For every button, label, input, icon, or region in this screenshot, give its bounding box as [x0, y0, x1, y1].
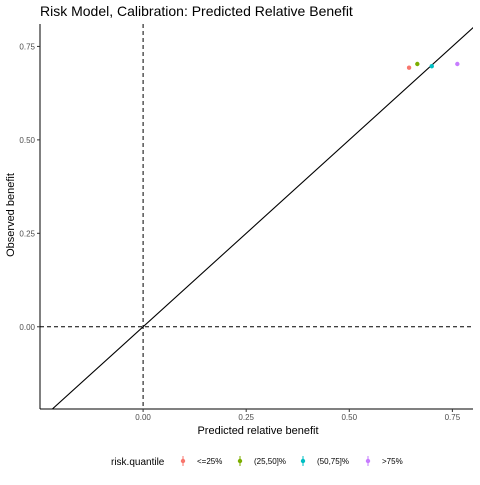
legend-label: >75%: [382, 457, 403, 466]
y-axis-title: Observed benefit: [5, 173, 17, 257]
plot-area: 0.00 0.25 0.50 0.75 0.00 0.25 0.50 0.75: [19, 24, 473, 422]
x-tick-label: 0.25: [238, 413, 254, 422]
chart-title: Risk Model, Calibration: Predicted Relat…: [40, 3, 353, 19]
legend-key-point: [180, 458, 186, 464]
data-point: [406, 65, 412, 70]
data-point: [455, 61, 460, 67]
legend-label: (25,50]%: [254, 457, 286, 466]
x-axis-title: Predicted relative benefit: [197, 425, 318, 437]
y-tick-label: 0.25: [19, 229, 35, 238]
x-tick-label: 0.00: [135, 413, 151, 422]
legend: risk.quantile <=25% (25,50]% (50,75]% >75%: [111, 456, 403, 468]
legend-key-point: [300, 458, 306, 464]
data-point: [415, 61, 420, 67]
y-tick-label: 0.00: [19, 323, 35, 332]
legend-title: risk.quantile: [111, 457, 165, 468]
x-tick-label: 0.75: [445, 413, 461, 422]
x-tick-label: 0.50: [341, 413, 357, 422]
legend-label: <=25%: [197, 457, 222, 466]
legend-key-point: [365, 458, 371, 464]
y-tick-label: 0.75: [19, 42, 35, 51]
plot-clipped-group: [40, 24, 473, 409]
legend-key-point: [237, 458, 243, 464]
legend-label: (50,75]%: [317, 457, 349, 466]
identity-line: [51, 26, 473, 409]
y-tick-label: 0.50: [19, 136, 35, 145]
data-point: [429, 64, 434, 69]
